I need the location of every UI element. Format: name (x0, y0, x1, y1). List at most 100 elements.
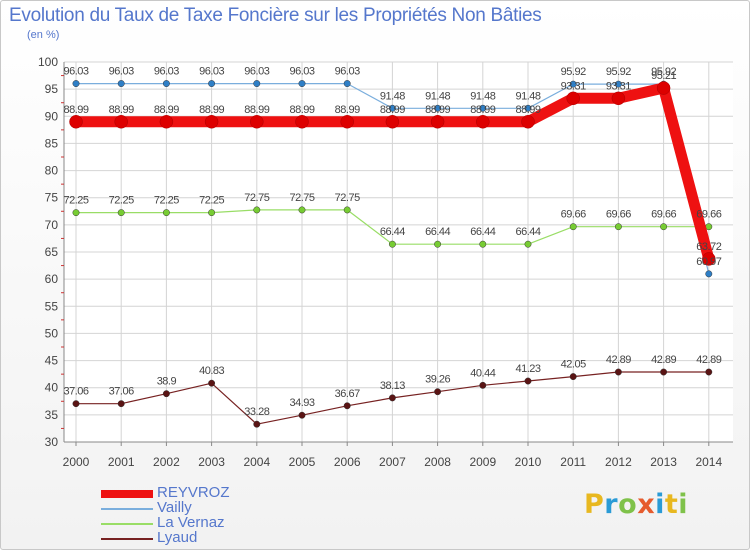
legend-swatch (101, 508, 153, 510)
data-label: 39.26 (425, 374, 450, 386)
data-label: 42.89 (696, 354, 721, 366)
x-tick-label: 2002 (153, 455, 180, 469)
data-point (72, 400, 80, 408)
data-label: 69.66 (696, 209, 721, 221)
y-tick-label: 75 (45, 191, 59, 205)
data-point (569, 373, 577, 381)
data-point (614, 368, 622, 376)
data-label: 96.03 (335, 66, 360, 78)
data-label: 88.99 (470, 104, 495, 116)
data-label: 72.25 (63, 195, 88, 207)
data-point (566, 91, 580, 106)
data-label: 88.99 (199, 104, 224, 116)
data-point (298, 411, 306, 419)
data-label: 93.31 (561, 80, 586, 92)
data-point (298, 206, 306, 214)
data-label: 42.89 (651, 354, 676, 366)
data-point (385, 115, 400, 129)
data-point (72, 209, 80, 217)
data-point (253, 80, 261, 88)
data-label: 42.89 (606, 354, 631, 366)
logo-letter: P (584, 489, 605, 520)
data-point (430, 115, 445, 129)
data-point (388, 104, 396, 112)
data-label: 60.97 (696, 256, 721, 268)
data-label: 42.05 (561, 359, 586, 371)
data-label: 91.48 (515, 90, 540, 102)
x-tick-label: 2013 (650, 455, 677, 469)
y-tick-label: 85 (45, 136, 59, 150)
data-point (343, 402, 351, 410)
data-label: 88.99 (289, 104, 314, 116)
data-point (72, 80, 80, 88)
x-tick-label: 2006 (334, 455, 361, 469)
data-label: 95.92 (651, 66, 676, 78)
data-label: 96.03 (289, 66, 314, 78)
data-label: 88.99 (109, 104, 134, 116)
y-tick-label: 95 (45, 82, 59, 96)
data-point (69, 115, 83, 129)
legend-label: REYVROZ (157, 484, 230, 501)
logo-letter: o (618, 489, 638, 520)
y-tick-label: 65 (45, 245, 59, 259)
data-point (569, 223, 577, 231)
data-point (159, 115, 174, 129)
series-lines (69, 80, 716, 428)
y-tick-label: 45 (45, 354, 59, 368)
y-tick-label: 90 (45, 109, 59, 123)
legend-swatch (101, 490, 153, 498)
data-label: 88.99 (154, 104, 179, 116)
data-point (705, 368, 713, 376)
logo-letter: r (604, 489, 619, 520)
data-point (298, 80, 306, 88)
data-label: 72.75 (335, 192, 360, 204)
x-tick-label: 2014 (695, 455, 722, 469)
data-label: 96.03 (63, 66, 88, 78)
data-point (343, 80, 351, 88)
data-label: 66.44 (470, 226, 495, 238)
data-labels: 88.99 88.99 88.99 88.99 88.99 88.99 88.99 88.99… (63, 66, 722, 419)
data-point (611, 91, 626, 106)
data-point (162, 390, 170, 398)
data-label: 88.99 (380, 104, 405, 116)
data-point (162, 80, 170, 88)
logo-letter: i (678, 489, 689, 520)
data-point (388, 240, 396, 248)
legend-label: Lyaud (157, 529, 198, 546)
x-tick-label: 2003 (198, 455, 225, 469)
data-label: 40.83 (199, 365, 224, 377)
x-tick-label: 2010 (515, 455, 542, 469)
data-label: 66.44 (515, 226, 540, 238)
data-label: 95.21 (651, 70, 676, 82)
data-label: 72.25 (199, 195, 224, 207)
x-tick-label: 2011 (560, 455, 586, 469)
data-label: 72.75 (244, 192, 269, 204)
data-point (614, 80, 622, 88)
data-label: 69.66 (606, 209, 631, 221)
data-point (702, 252, 716, 266)
y-tick-label: 35 (45, 408, 59, 422)
data-point (434, 388, 442, 396)
x-tick-label: 2007 (379, 455, 406, 469)
y-tick-label: 30 (45, 435, 59, 449)
data-point (388, 394, 396, 402)
x-tick-label: 2000 (63, 455, 90, 469)
y-tick-label: 60 (45, 272, 59, 286)
x-tick-label: 2001 (108, 455, 135, 469)
data-point (114, 115, 128, 129)
data-label: 72.75 (289, 192, 314, 204)
data-label: 88.99 (425, 104, 450, 116)
data-label: 72.25 (109, 195, 134, 207)
logo-letter: t (664, 489, 679, 520)
data-label: 95.92 (561, 66, 586, 78)
data-point (656, 81, 671, 95)
data-point (434, 104, 442, 112)
data-point (660, 368, 668, 376)
data-point (253, 206, 261, 214)
data-label: 96.03 (244, 66, 269, 78)
data-point (479, 104, 487, 112)
y-tick-label: 40 (45, 381, 59, 395)
legend-swatch (101, 538, 153, 540)
x-tick-label: 2009 (469, 455, 496, 469)
